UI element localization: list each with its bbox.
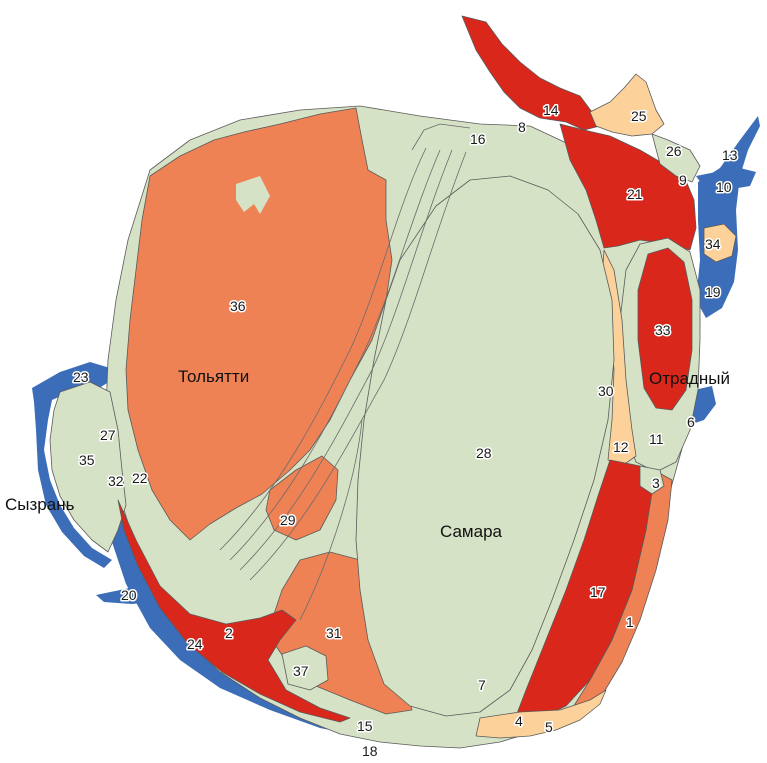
city-label-syzran: Сызрань — [5, 495, 75, 514]
region-shape-25 — [589, 73, 665, 137]
region-label-19: 19 — [705, 284, 721, 300]
region-label-17: 17 — [590, 584, 606, 600]
city-label-tolyatti: Тольятти — [178, 367, 249, 386]
region-label-12: 12 — [613, 439, 629, 455]
region-label-14: 14 — [543, 102, 559, 118]
region-label-32: 32 — [108, 473, 124, 489]
region-label-37: 37 — [293, 663, 309, 679]
region-labels: 1 2 3 4 5 6 7 8 9 10 11 12 13 14 15 16 1… — [72, 101, 740, 761]
region-shape-35-27-32 — [49, 381, 127, 553]
region-label-13: 13 — [722, 147, 738, 163]
region-shape-19 — [696, 116, 760, 318]
region-label-18: 18 — [362, 743, 378, 759]
region-shape-4-5 — [475, 689, 607, 739]
region-label-5: 5 — [545, 719, 553, 735]
region-label-30: 30 — [598, 383, 614, 399]
region-shape-33 — [637, 247, 693, 411]
region-label-25: 25 — [631, 108, 647, 124]
region-shape-2-24 — [117, 499, 351, 723]
city-label-samara: Самара — [440, 522, 503, 541]
region-label-22: 22 — [132, 470, 148, 486]
city-label-otradny: Отрадный — [649, 369, 730, 388]
region-label-27: 27 — [100, 427, 116, 443]
region-shape-37 — [281, 645, 329, 691]
region-label-24: 24 — [187, 636, 203, 652]
region-label-34: 34 — [705, 236, 721, 252]
region-label-33: 33 — [655, 322, 671, 338]
region-label-8: 8 — [518, 119, 526, 135]
region-label-3: 3 — [652, 475, 660, 491]
region-label-4: 4 — [515, 713, 523, 729]
region-shape-28 — [355, 175, 615, 717]
region-shape-23-blue — [32, 362, 112, 568]
region-shape-3 — [639, 465, 665, 495]
region-shape-14 — [461, 15, 601, 131]
region-label-7: 7 — [478, 677, 486, 693]
region-label-20: 20 — [121, 587, 137, 603]
region-label-11: 11 — [649, 431, 664, 447]
region-shape-13-10 — [696, 168, 756, 190]
region-label-6: 6 — [687, 414, 695, 430]
region-shape-26-9 — [651, 133, 701, 183]
region-shape-36 — [125, 107, 393, 541]
region-label-10: 10 — [716, 179, 732, 195]
region-label-36: 36 — [230, 298, 246, 314]
region-label-28: 28 — [476, 445, 492, 461]
region-shape-36-notch — [236, 176, 270, 214]
region-shape-21 — [559, 123, 697, 251]
region-label-9: 9 — [679, 172, 687, 188]
region-label-1: 1 — [626, 614, 634, 630]
region-shape-6-strip — [692, 386, 716, 424]
region-label-26: 26 — [666, 143, 682, 159]
region-shape-34 — [703, 223, 737, 263]
region-label-21: 21 — [627, 186, 643, 202]
region-label-23: 23 — [73, 369, 89, 385]
region-label-29: 29 — [280, 512, 296, 528]
region-label-15: 15 — [357, 718, 373, 734]
region-label-16: 16 — [470, 131, 486, 147]
region-label-35: 35 — [79, 452, 95, 468]
city-labels: Тольятти Самара Отрадный Сызрань — [5, 367, 730, 541]
inner-striations — [219, 123, 471, 621]
region-label-2: 2 — [225, 625, 233, 641]
region-label-31: 31 — [326, 625, 342, 641]
